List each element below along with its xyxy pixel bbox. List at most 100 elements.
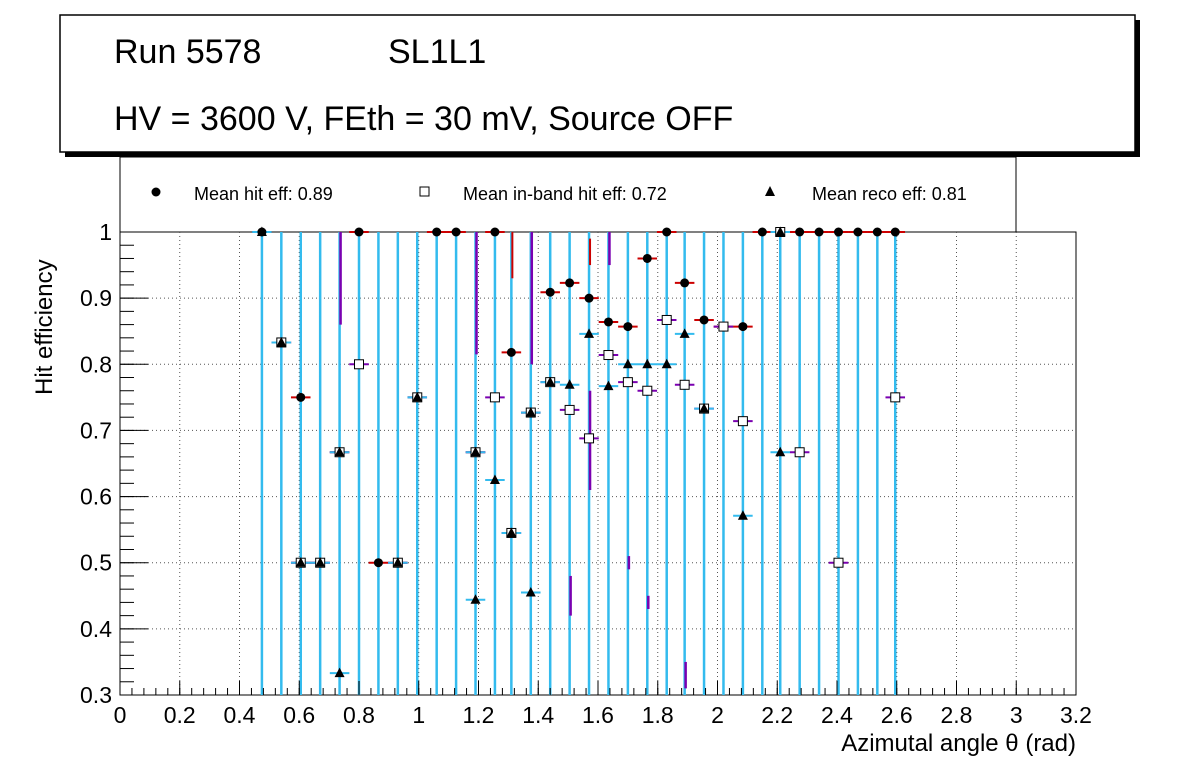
x-tick-label: 2.8 — [941, 702, 973, 728]
x-tick-label: 1.4 — [522, 702, 554, 728]
x-tick-label: 2 — [711, 702, 724, 728]
x-tick-label: 0.6 — [283, 702, 315, 728]
hit-eff-point — [432, 227, 442, 237]
y-tick-label: 0.3 — [80, 682, 112, 708]
legend-inband-marker — [419, 186, 430, 197]
plot-frame — [119, 231, 1077, 696]
inband-eff-point — [794, 447, 805, 458]
y-tick-label: 0.6 — [80, 484, 112, 510]
y-tick-label: 0.4 — [80, 616, 112, 642]
inband-eff-point — [679, 379, 690, 390]
inband-eff-point — [564, 404, 575, 415]
hit-eff-point — [872, 227, 882, 237]
x-tick-label: 1 — [412, 702, 425, 728]
x-tick-label: 3 — [1010, 702, 1023, 728]
reco-eff-point — [661, 358, 672, 369]
legend-inband-label: Mean in-band hit eff: 0.72 — [463, 184, 667, 204]
data-markers — [256, 226, 901, 678]
inband-eff-point — [354, 359, 364, 370]
y-tick-label: 0.8 — [80, 351, 112, 377]
x-tick-label: 2.4 — [821, 702, 853, 728]
hit-eff-point — [565, 278, 575, 288]
hit-eff-point — [833, 227, 843, 237]
hit-eff-point — [545, 287, 555, 297]
grid — [120, 232, 1076, 695]
run-label: Run 5578 — [114, 33, 261, 71]
legend-box — [119, 156, 1017, 233]
axes: 0 0.2 0.4 0.6 0.8 1 1.2 1.4 1.6 1.8 2 2.2 2.4 2.6 2.8 3… — [80, 219, 1092, 728]
reco-eff-point — [699, 403, 710, 413]
hit-eff-point — [680, 278, 690, 288]
x-tick-label: 1.8 — [642, 702, 674, 728]
reco-eff-point — [564, 379, 575, 389]
legend-hit-marker — [151, 187, 161, 197]
hit-eff-point — [490, 227, 500, 237]
title-box — [59, 14, 1136, 153]
legend-reco-label: Mean reco eff: 0.81 — [812, 184, 967, 204]
inband-eff-point — [718, 321, 729, 332]
reco-eff-point — [470, 446, 481, 457]
reco-eff-point — [545, 376, 556, 387]
reco-eff-point — [525, 586, 536, 597]
reco-eff-point — [603, 380, 614, 391]
inband-eff-point — [603, 350, 614, 361]
reco-eff-point — [489, 474, 500, 485]
inband-eff-point — [833, 557, 844, 568]
hit-eff-point — [795, 227, 805, 237]
reco-eff-point — [775, 226, 786, 236]
inband-eff-point — [584, 433, 595, 444]
reco-eff-point — [642, 358, 653, 369]
x-tick-label: 0.2 — [164, 702, 196, 728]
reco-eff-point — [584, 328, 595, 338]
legend-hit-label: Mean hit eff: 0.89 — [194, 184, 333, 204]
x-tick-label: 0.4 — [224, 702, 256, 728]
inband-eff-point — [622, 377, 633, 388]
hit-eff-point — [623, 322, 633, 332]
hit-eff-point — [296, 392, 306, 402]
reco-eff-point — [334, 446, 345, 457]
error-bars — [252, 231, 906, 695]
hit-eff-point — [642, 253, 652, 263]
inband-eff-point — [642, 385, 653, 396]
reco-eff-point — [412, 391, 423, 402]
layer-label: SL1L1 — [388, 33, 486, 71]
hit-eff-point — [890, 227, 900, 237]
reco-eff-point — [775, 446, 786, 457]
x-tick-label: 1.2 — [463, 702, 495, 728]
hit-eff-point — [603, 317, 613, 327]
hit-eff-point — [506, 347, 516, 357]
reco-eff-point — [276, 336, 287, 347]
reco-eff-point — [506, 527, 517, 537]
hit-eff-point — [757, 227, 767, 237]
hit-eff-point — [853, 227, 863, 237]
hit-eff-point — [451, 227, 461, 237]
reco-eff-point — [525, 407, 536, 417]
x-tick-label: 2.2 — [761, 702, 793, 728]
reco-eff-point — [470, 594, 481, 604]
inband-eff-point — [489, 392, 500, 403]
x-tick-label: 0.8 — [343, 702, 375, 728]
reco-eff-point — [315, 557, 326, 567]
reco-eff-point — [256, 226, 267, 236]
x-tick-label: 3.2 — [1060, 702, 1092, 728]
reco-eff-point — [392, 557, 403, 567]
hit-eff-point — [662, 227, 672, 237]
reco-eff-point — [679, 328, 690, 338]
hit-eff-point — [814, 227, 824, 237]
hit-eff-point — [738, 322, 748, 332]
inband-eff-point — [737, 416, 748, 427]
legend-reco-marker — [765, 186, 775, 196]
x-tick-label: 2.6 — [881, 702, 913, 728]
y-tick-label: 0.7 — [80, 417, 112, 443]
hit-eff-point — [699, 315, 709, 325]
x-axis-title: Azimutal angle θ (rad) — [841, 730, 1076, 757]
inband-eff-point — [890, 392, 901, 403]
hit-eff-point — [373, 558, 383, 568]
reco-eff-point — [622, 358, 633, 369]
y-tick-label: 0.5 — [80, 550, 112, 576]
y-tick-label: 0.9 — [80, 285, 112, 311]
y-axis-title: Hit efficiency — [31, 259, 58, 395]
inband-eff-point — [661, 314, 672, 325]
reco-eff-point — [737, 510, 748, 520]
